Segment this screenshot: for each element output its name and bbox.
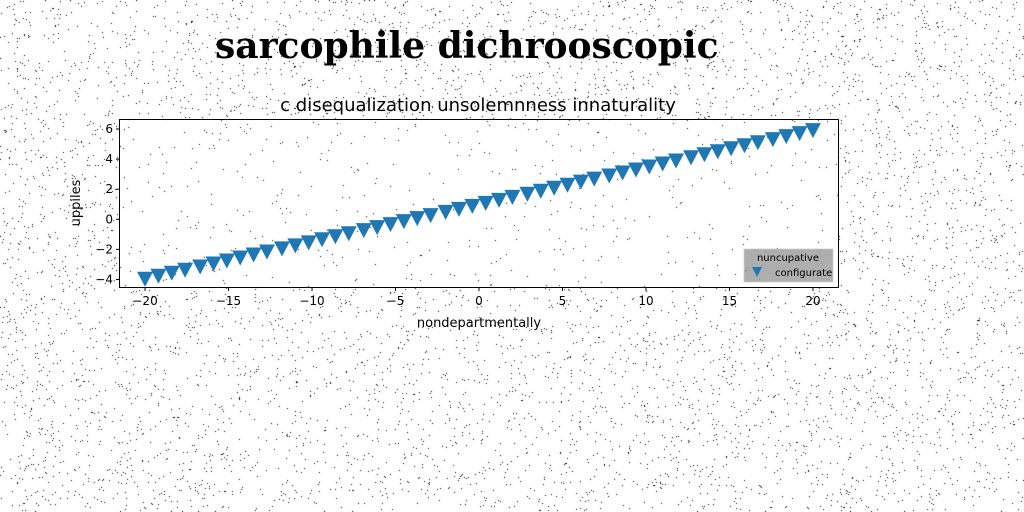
data-point	[709, 144, 726, 160]
data-point	[668, 153, 685, 169]
legend-box	[743, 248, 834, 283]
data-point	[586, 171, 603, 187]
data-point	[764, 132, 781, 148]
data-point	[683, 150, 700, 166]
data-point	[723, 141, 740, 157]
legend-title: nuncupative	[757, 253, 819, 264]
data-point	[464, 198, 481, 214]
x-tick-label: −10	[299, 294, 324, 308]
data-point	[477, 195, 494, 211]
data-point	[450, 201, 467, 217]
y-axis-label: uppiles	[69, 179, 84, 226]
x-axis-ticks: −20 −15 −10 −5 0 5 10 15 20	[132, 287, 821, 308]
x-tick-label: 5	[559, 294, 567, 308]
x-tick-label: 0	[475, 294, 483, 308]
x-tick-label: 10	[638, 294, 653, 308]
data-point	[218, 253, 235, 269]
data-point	[327, 229, 344, 245]
data-point	[355, 223, 372, 239]
data-point	[601, 168, 618, 184]
data-point	[532, 183, 549, 199]
data-point	[340, 226, 357, 242]
data-point	[287, 238, 304, 254]
data-point	[614, 165, 631, 181]
chart-subtitle: c disequalization unsolemnness innatural…	[280, 95, 676, 116]
data-point	[749, 135, 766, 151]
series-points	[137, 123, 821, 287]
legend-marker	[752, 267, 762, 277]
data-point	[192, 259, 209, 275]
data-point	[572, 174, 589, 190]
y-axis-ticks: −4 −2 0 2 4 6	[95, 122, 120, 286]
x-tick-label: 20	[805, 294, 820, 308]
data-point	[273, 241, 290, 257]
legend-label: configurate	[775, 268, 832, 279]
data-point	[369, 220, 386, 236]
data-point	[232, 250, 249, 266]
x-tick-label: −5	[387, 294, 405, 308]
data-point	[300, 235, 317, 251]
data-point	[696, 147, 713, 163]
y-tick-label: −4	[95, 272, 113, 286]
data-point	[654, 156, 671, 172]
y-tick-label: 4	[105, 152, 113, 166]
figure-title: sarcophile dichrooscopic	[215, 25, 719, 67]
data-point	[437, 204, 454, 220]
data-point	[504, 189, 521, 205]
x-axis-label: nondepartmentally	[417, 316, 542, 331]
y-tick-label: −2	[95, 242, 113, 256]
data-point	[177, 262, 194, 278]
data-point	[314, 232, 331, 248]
x-tick-label: −20	[132, 294, 157, 308]
y-tick-label: 2	[105, 182, 113, 196]
data-point	[791, 126, 808, 142]
data-point	[395, 214, 412, 230]
data-point	[137, 271, 154, 287]
data-point	[150, 268, 167, 284]
x-tick-label: 15	[722, 294, 737, 308]
data-point	[519, 186, 536, 202]
y-tick-label: 0	[105, 212, 113, 226]
data-point	[546, 180, 563, 196]
data-point	[258, 244, 275, 260]
legend: nuncupative configurate	[743, 248, 834, 283]
y-tick-label: 6	[105, 122, 113, 136]
data-point	[205, 256, 222, 272]
data-point	[778, 129, 795, 145]
data-point	[409, 211, 426, 227]
data-point	[804, 123, 821, 139]
data-point	[736, 138, 753, 154]
data-point	[641, 159, 658, 175]
data-point	[163, 265, 180, 281]
data-point	[245, 247, 262, 263]
data-point	[491, 192, 508, 208]
data-point	[559, 177, 576, 193]
data-point	[422, 208, 439, 224]
data-point	[627, 162, 644, 178]
data-point	[382, 217, 399, 233]
x-tick-label: −15	[216, 294, 241, 308]
